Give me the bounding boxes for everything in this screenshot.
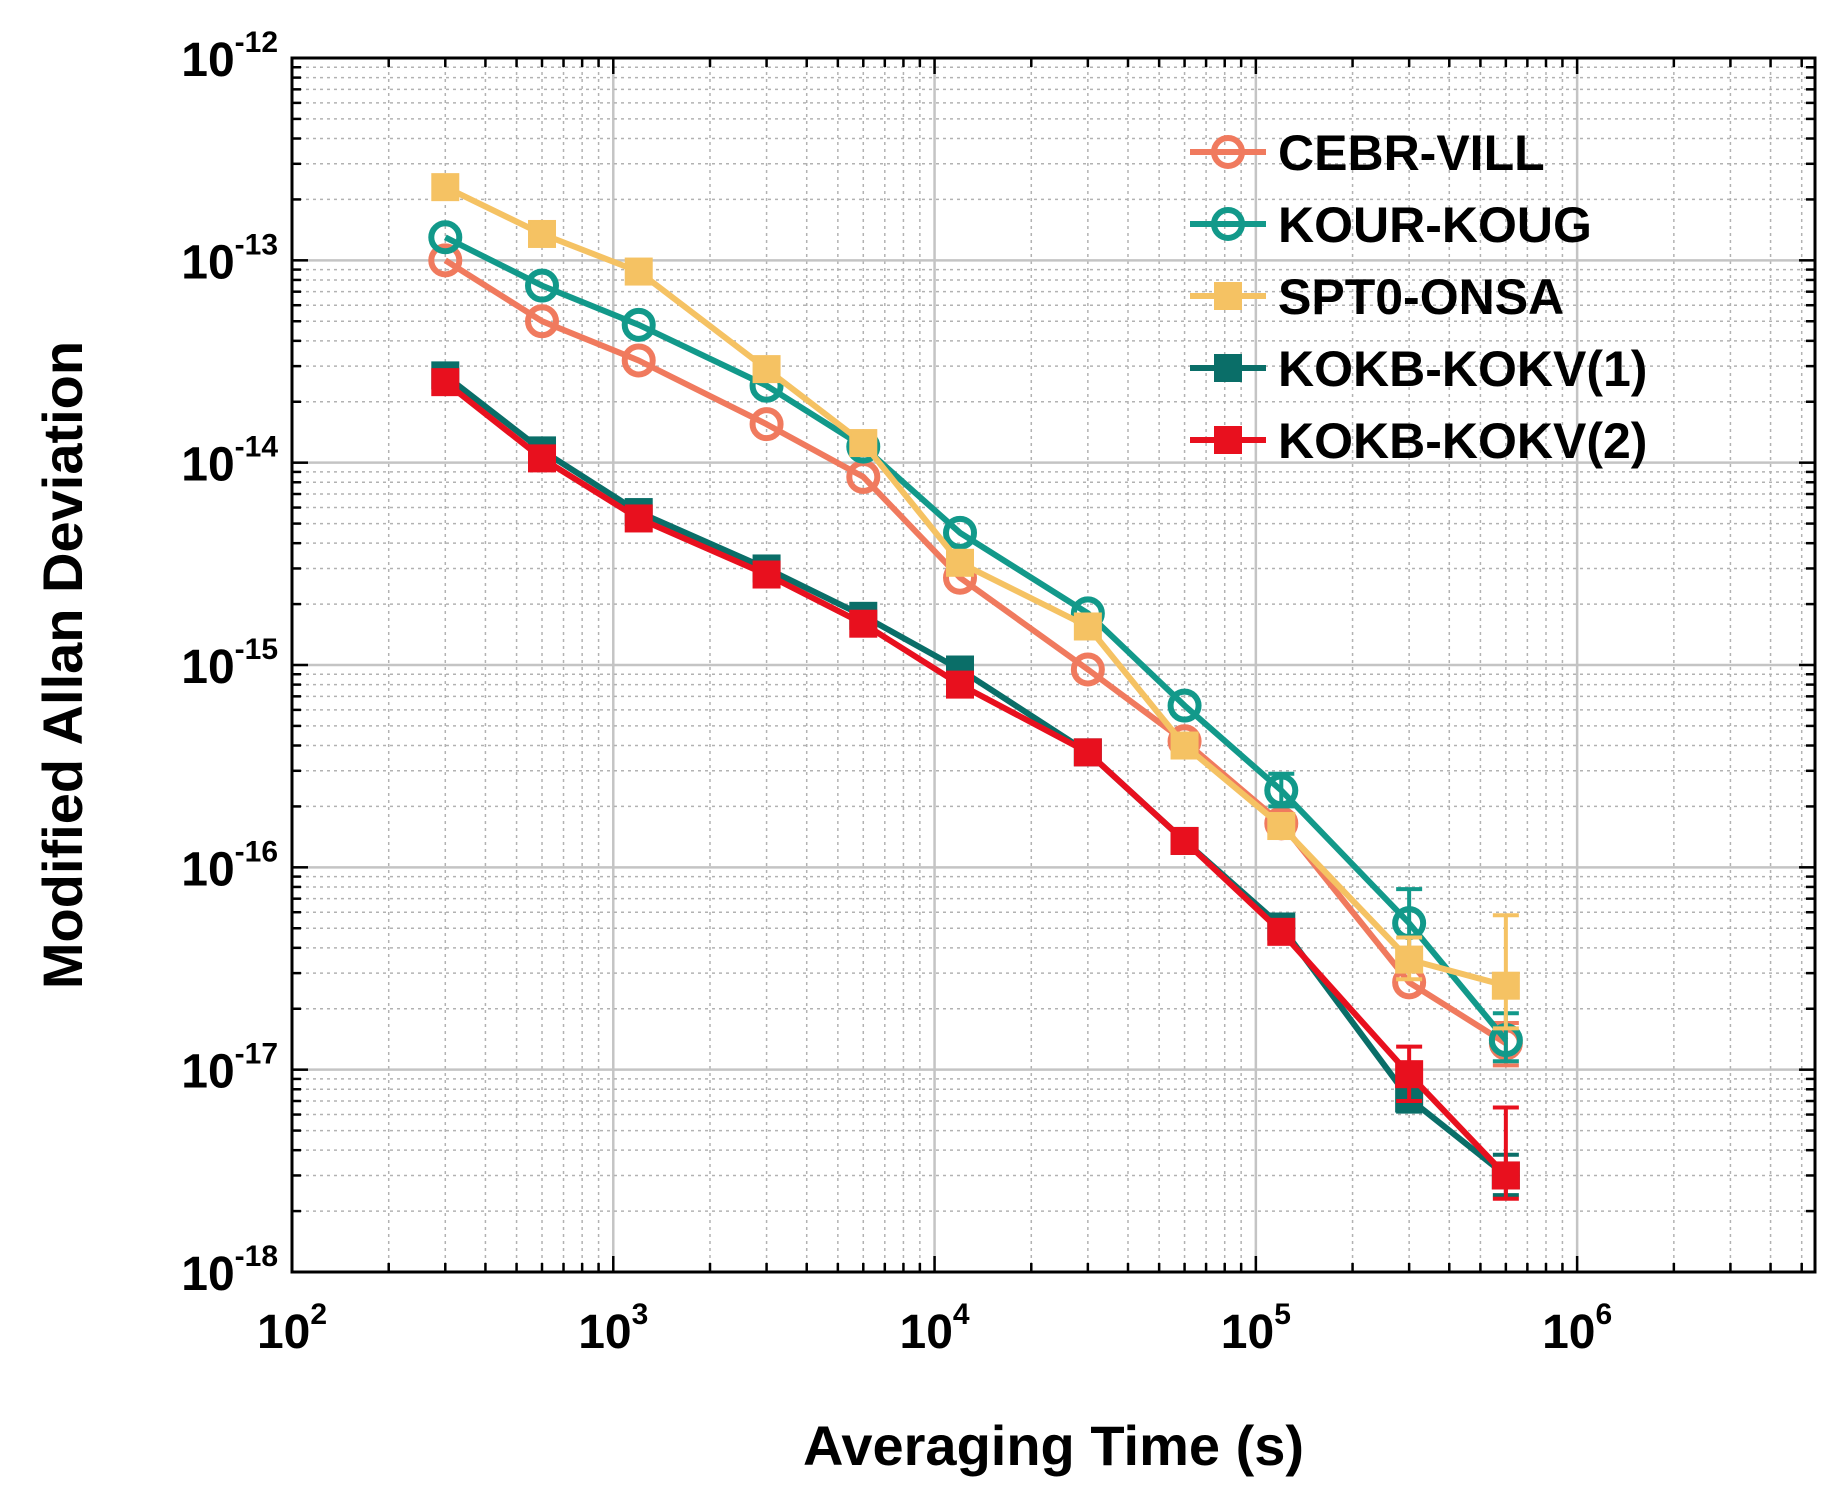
y-tick-label: 10-13 xyxy=(181,228,278,289)
data-point-spt0-onsa xyxy=(1267,812,1296,841)
data-point-kour-koug xyxy=(943,515,978,550)
legend-marker xyxy=(1211,135,1245,169)
data-point-spt0-onsa xyxy=(431,173,460,202)
y-tick-label: 10-18 xyxy=(181,1240,278,1301)
data-point-kokb-kokv-2 xyxy=(1073,738,1102,767)
data-point-kokb-kokv-2 xyxy=(624,504,653,533)
legend-marker xyxy=(1214,426,1242,454)
x-tick-label: 106 xyxy=(1542,1298,1612,1359)
data-point-kour-koug xyxy=(1167,688,1202,723)
x-tick-label: 103 xyxy=(578,1298,648,1359)
y-tick-label: 10-17 xyxy=(181,1038,278,1099)
y-axis-title: Modified Allan Deviation xyxy=(31,341,94,989)
y-tick-label: 10-14 xyxy=(181,431,278,492)
data-point-kour-koug xyxy=(1264,773,1299,808)
data-point-spt0-onsa xyxy=(1395,945,1424,974)
legend-marker xyxy=(1211,207,1245,241)
data-point-kokb-kokv-2 xyxy=(528,444,557,473)
legend-marker xyxy=(1214,282,1242,310)
data-point-spt0-onsa xyxy=(1073,612,1102,641)
x-tick-label: 105 xyxy=(1221,1298,1291,1359)
data-point-spt0-onsa xyxy=(752,355,781,384)
x-axis-title: Averaging Time (s) xyxy=(803,1414,1304,1477)
series-kokb-kokv-2 xyxy=(431,368,1520,1201)
data-point-kokb-kokv-2 xyxy=(946,670,975,699)
data-point-cebr-vill xyxy=(1070,652,1105,687)
data-point-kour-koug xyxy=(621,307,656,342)
data-point-kokb-kokv-2 xyxy=(1170,826,1199,855)
legend-label: KOUR-KOUG xyxy=(1278,197,1592,253)
data-point-spt0-onsa xyxy=(849,429,878,458)
legend-item-kokb-kokv-2: KOKB-KOKV(2) xyxy=(1190,413,1647,469)
data-point-kokb-kokv-2 xyxy=(1395,1060,1424,1089)
data-point-cebr-vill xyxy=(749,407,784,442)
data-point-kokb-kokv-2 xyxy=(431,368,460,397)
axis-ticks xyxy=(290,56,1815,1274)
tick-labels: 102 103 104 105 106 10-12 10-13 10-14 10-15 10-16… xyxy=(181,26,1612,1359)
data-point-spt0-onsa xyxy=(946,548,975,577)
y-tick-label: 10-12 xyxy=(181,26,278,87)
data-point-cebr-vill xyxy=(525,304,560,339)
y-tick-label: 10-16 xyxy=(181,835,278,896)
series-line-cebr-vill xyxy=(443,257,1508,1046)
data-point-kour-koug xyxy=(525,268,560,303)
series-line-kour-koug xyxy=(443,234,1509,1043)
legend-item-spt0-onsa: SPT0-ONSA xyxy=(1190,269,1564,325)
legend-label: SPT0-ONSA xyxy=(1278,269,1564,325)
legend-label: KOKB-KOKV(2) xyxy=(1278,413,1647,469)
data-point-spt0-onsa xyxy=(624,257,653,286)
data-point-cebr-vill xyxy=(428,243,463,278)
legend-item-kour-koug: KOUR-KOUG xyxy=(1190,197,1592,253)
data-point-spt0-onsa xyxy=(528,219,557,248)
x-tick-label: 102 xyxy=(257,1298,327,1359)
legend-marker xyxy=(1214,354,1242,382)
data-point-kokb-kokv-2 xyxy=(1267,917,1296,946)
data-point-kour-koug xyxy=(428,220,463,255)
y-tick-label: 10-15 xyxy=(181,633,278,694)
grid xyxy=(292,58,1815,1272)
legend: CEBR-VILL KOUR-KOUG SPT0-ONSA KOKB-KOKV(1) K… xyxy=(1190,125,1647,469)
series-spt0-onsa xyxy=(431,173,1520,1031)
data-point-spt0-onsa xyxy=(1170,731,1199,760)
legend-item-kokb-kokv-1: KOKB-KOKV(1) xyxy=(1190,341,1647,397)
legend-item-cebr-vill: CEBR-VILL xyxy=(1190,125,1545,181)
data-point-spt0-onsa xyxy=(1491,971,1520,1000)
legend-label: CEBR-VILL xyxy=(1278,125,1545,181)
legend-label: KOKB-KOKV(1) xyxy=(1278,341,1647,397)
data-point-kokb-kokv-2 xyxy=(849,609,878,638)
data-point-cebr-vill xyxy=(621,343,656,378)
data-point-kokb-kokv-2 xyxy=(1491,1161,1520,1190)
x-tick-label: 104 xyxy=(900,1298,970,1359)
data-series xyxy=(428,173,1523,1201)
data-point-kokb-kokv-2 xyxy=(752,560,781,589)
